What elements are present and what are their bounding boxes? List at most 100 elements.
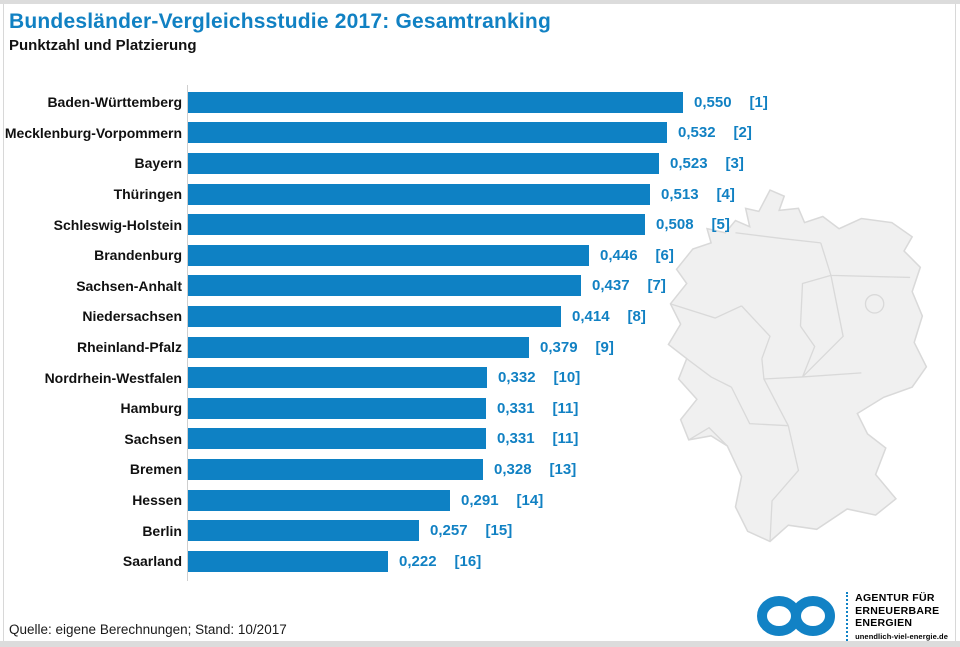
score-value: 0,331 <box>497 430 535 448</box>
chart-subtitle: Punktzahl und Platzierung <box>9 37 197 54</box>
bar-row: Hamburg 0,331 [11] <box>0 393 960 424</box>
bar-wrap: 0,513 [4] <box>188 183 735 205</box>
score-bar <box>188 550 388 572</box>
logo-line-3: ENERGIEN <box>855 617 913 630</box>
score-value: 0,446 <box>600 246 638 264</box>
bar-wrap: 0,328 [13] <box>188 458 577 480</box>
bar-rows: Baden-Württemberg 0,550 [1] Mecklenburg-Vor… <box>0 87 960 577</box>
score-value: 0,222 <box>399 552 437 570</box>
frame-left <box>3 4 4 641</box>
bar-row: Bremen 0,328 [13] <box>0 454 960 485</box>
score-value: 0,379 <box>540 338 578 356</box>
bar-row: Mecklenburg-Vorpommern 0,532 [2] <box>0 118 960 149</box>
score-value: 0,414 <box>572 307 610 325</box>
rank-value: [15] <box>485 522 513 540</box>
bar-row: Brandenburg 0,446 [6] <box>0 240 960 271</box>
score-value: 0,437 <box>592 277 630 295</box>
score-bar <box>188 428 486 450</box>
score-bar <box>188 91 683 113</box>
score-bar <box>188 152 659 174</box>
score-bar <box>188 336 529 358</box>
bar-wrap: 0,222 [16] <box>188 550 482 572</box>
bar-row: Schleswig-Holstein 0,508 [5] <box>0 209 960 240</box>
score-value: 0,291 <box>461 491 499 509</box>
score-bar <box>188 183 650 205</box>
state-label: Sachsen-Anhalt <box>76 277 182 294</box>
bar-row: Saarland 0,222 [16] <box>0 546 960 577</box>
score-bar <box>188 275 581 297</box>
rank-value: [6] <box>655 246 674 264</box>
state-label: Sachsen <box>124 430 182 447</box>
bar-row: Sachsen 0,331 [11] <box>0 424 960 455</box>
infinity-icon <box>757 596 836 637</box>
bar-row: Baden-Württemberg 0,550 [1] <box>0 87 960 118</box>
state-label: Bayern <box>134 155 182 172</box>
rank-value: [10] <box>553 369 581 387</box>
germany-map-icon <box>667 189 928 543</box>
score-value: 0,331 <box>497 399 535 417</box>
score-bar <box>188 305 561 327</box>
bar-wrap: 0,532 [2] <box>188 122 752 144</box>
bar-row: Bayern 0,523 [3] <box>0 148 960 179</box>
bar-wrap: 0,257 [15] <box>188 520 513 542</box>
score-value: 0,523 <box>670 154 708 172</box>
bar-wrap: 0,446 [6] <box>188 244 674 266</box>
axis-line <box>187 85 188 581</box>
chart-title: Bundesländer-Vergleichsstudie 2017: Gesa… <box>9 10 551 33</box>
rank-value: [11] <box>552 430 579 448</box>
rank-value: [1] <box>749 93 768 111</box>
score-bar <box>188 458 483 480</box>
agency-logo: AGENTUR FÜR ERNEUERBARE ENERGIEN unendli… <box>756 592 948 641</box>
score-value: 0,332 <box>498 369 536 387</box>
score-bar <box>188 214 645 236</box>
rank-value: [9] <box>595 338 614 356</box>
bar-row: Niedersachsen 0,414 [8] <box>0 301 960 332</box>
rank-value: [7] <box>647 277 666 295</box>
header: Bundesländer-Vergleichsstudie 2017: Gesa… <box>9 10 551 54</box>
rank-value: [14] <box>516 491 544 509</box>
bar-row: Thüringen 0,513 [4] <box>0 179 960 210</box>
bar-row: Rheinland-Pfalz 0,379 [9] <box>0 332 960 363</box>
state-label: Saarland <box>122 553 182 570</box>
state-label: Hessen <box>132 492 182 509</box>
state-label: Schleswig-Holstein <box>53 216 182 233</box>
score-bar <box>188 489 450 511</box>
bar-row: Sachsen-Anhalt 0,437 [7] <box>0 271 960 302</box>
bar-chart: Baden-Württemberg 0,550 [1] Mecklenburg-Vor… <box>0 85 960 581</box>
state-label: Mecklenburg-Vorpommern <box>4 124 182 141</box>
score-value: 0,328 <box>494 460 532 478</box>
rank-value: [3] <box>725 154 744 172</box>
state-label: Niedersachsen <box>82 308 182 325</box>
logo-line-1: AGENTUR FÜR <box>855 592 935 604</box>
rank-value: [11] <box>552 399 579 417</box>
rank-value: [13] <box>549 460 577 478</box>
state-label: Bremen <box>129 461 182 478</box>
logo-line-2: ERNEUERBARE <box>855 604 940 617</box>
bar-row: Nordrhein-Westfalen 0,332 [10] <box>0 362 960 393</box>
rank-value: [8] <box>627 307 646 325</box>
score-bar <box>188 244 589 266</box>
rank-value: [16] <box>454 552 482 570</box>
bar-wrap: 0,508 [5] <box>188 214 730 236</box>
bar-row: Hessen 0,291 [14] <box>0 485 960 516</box>
bar-wrap: 0,331 [11] <box>188 397 579 419</box>
bar-wrap: 0,550 [1] <box>188 91 768 113</box>
score-value: 0,513 <box>661 185 699 203</box>
germany-map <box>650 184 955 581</box>
rank-value: [2] <box>733 124 752 142</box>
score-value: 0,550 <box>694 93 732 111</box>
score-value: 0,257 <box>430 522 468 540</box>
bar-wrap: 0,523 [3] <box>188 152 744 174</box>
bar-wrap: 0,437 [7] <box>188 275 666 297</box>
state-label: Hamburg <box>120 400 182 417</box>
frame-bottom <box>0 641 960 647</box>
rank-value: [5] <box>711 216 730 234</box>
score-bar <box>188 520 419 542</box>
state-label: Thüringen <box>113 186 182 203</box>
state-label: Nordrhein-Westfalen <box>44 369 182 386</box>
bar-wrap: 0,331 [11] <box>188 428 579 450</box>
frame-right <box>955 4 956 641</box>
bar-row: Berlin 0,257 [15] <box>0 515 960 546</box>
state-label: Brandenburg <box>94 247 182 264</box>
bar-wrap: 0,332 [10] <box>188 367 581 389</box>
